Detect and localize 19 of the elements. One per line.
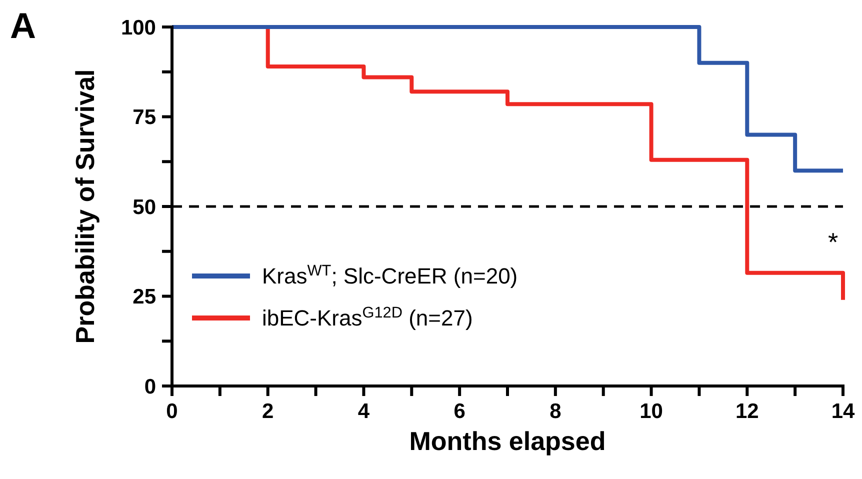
y-tick-label: 25 <box>132 286 156 309</box>
x-tick-label: 10 <box>640 400 663 423</box>
y-axis-title: Probability of Survival <box>70 69 100 344</box>
x-tick-label: 8 <box>550 400 562 423</box>
y-tick-label: 0 <box>144 375 156 398</box>
x-tick-label: 12 <box>735 400 759 423</box>
x-axis-title: Months elapsed <box>409 426 606 456</box>
y-tick-label: 100 <box>120 16 156 40</box>
x-tick-label: 0 <box>166 400 178 423</box>
x-tick-label: 6 <box>454 400 466 423</box>
x-tick-label: 14 <box>831 400 855 423</box>
text: A <box>10 5 36 46</box>
x-tick-label: 2 <box>262 400 274 423</box>
y-tick-label: 50 <box>132 196 156 219</box>
x-tick-label: 4 <box>358 400 370 423</box>
legend-label: Kras$^{WT}$; Slc-CreER (n=20) <box>262 262 518 289</box>
legend-label: ibEC-Kras$^{G12D}$ (n=27) <box>262 304 473 331</box>
annotation: * <box>828 227 838 257</box>
y-tick-label: 75 <box>132 106 156 130</box>
